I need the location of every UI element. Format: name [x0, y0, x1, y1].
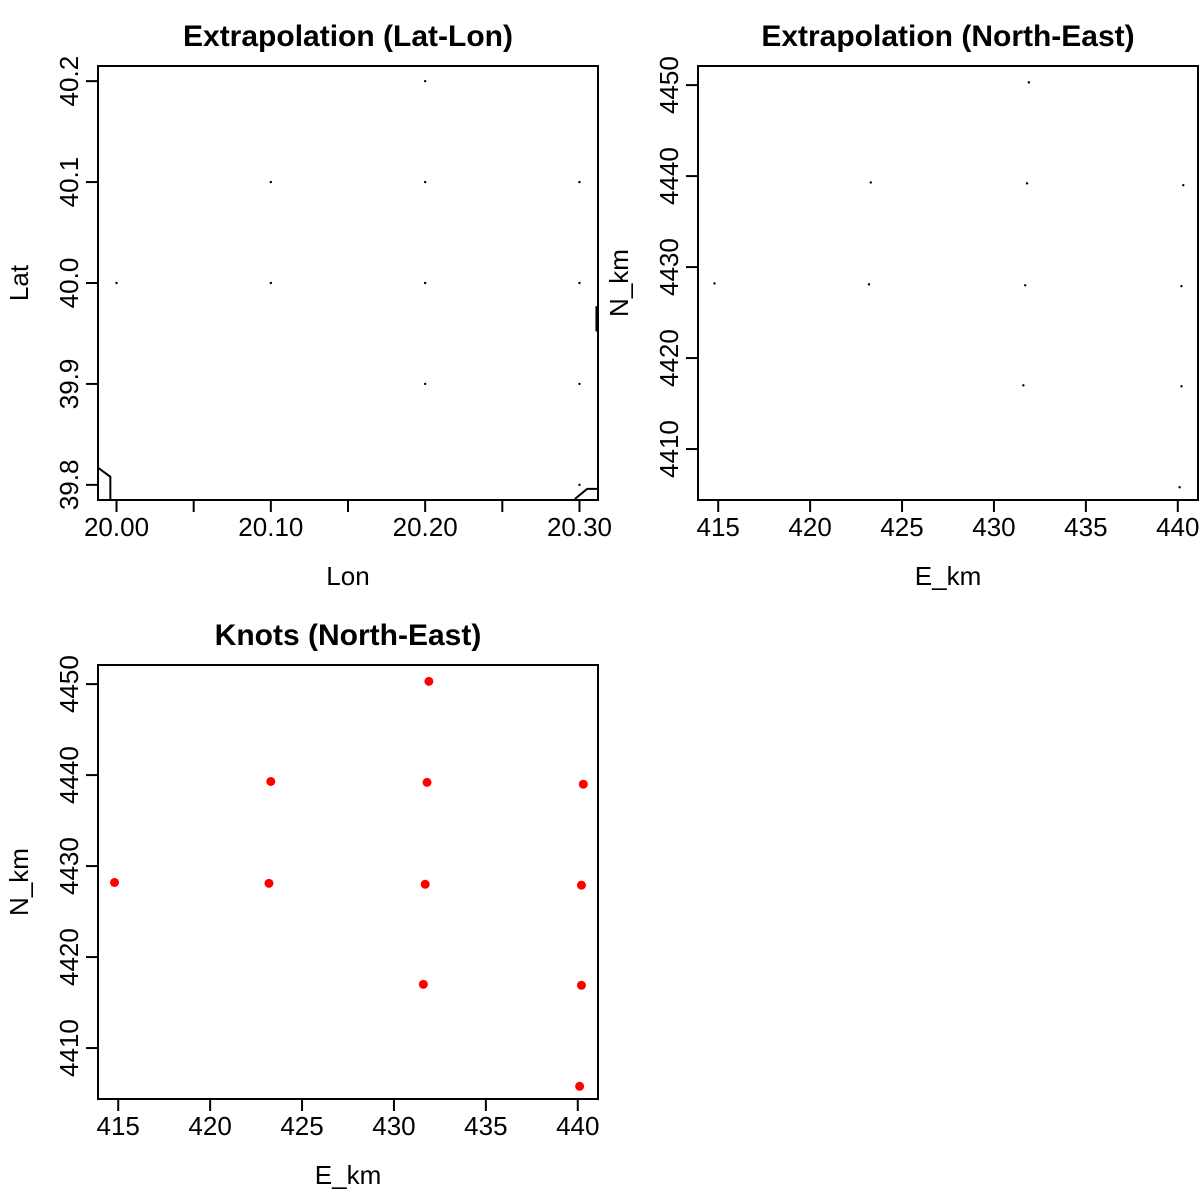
y-tick-label: 4410 [54, 1019, 84, 1077]
x-tick-label: 420 [788, 512, 831, 542]
data-point [578, 483, 581, 487]
plot-frame [97, 65, 599, 501]
data-point [423, 180, 427, 184]
x-tick-label: 20.10 [238, 512, 303, 542]
data-point [1022, 384, 1025, 387]
data-point [578, 779, 588, 789]
data-point [264, 878, 274, 888]
data-point [422, 777, 432, 787]
y-tick-label: 4450 [54, 655, 84, 713]
data-point [1024, 284, 1027, 287]
x-tick-label: 440 [556, 1111, 599, 1141]
x-tick-label: 420 [188, 1111, 231, 1141]
data-point [867, 283, 871, 286]
x-axis-label: Lon [326, 561, 369, 591]
data-point [578, 180, 581, 184]
data-point [576, 880, 586, 890]
data-point [578, 382, 581, 386]
y-tick-label: 4440 [654, 147, 684, 205]
boundary-line [574, 487, 598, 500]
chart-panel-3: Knots (North-East) 415 420 425 430 435 440 4410… [4, 619, 599, 1190]
y-tick-label: 39.9 [54, 359, 84, 410]
data-point [269, 281, 273, 285]
y-tick-label: 4430 [654, 238, 684, 296]
y-tick-label: 39.8 [54, 460, 84, 511]
data-point [713, 282, 716, 285]
data-point [578, 281, 581, 285]
data-point [576, 980, 586, 990]
chart-title: Extrapolation (North-East) [761, 20, 1134, 53]
data-point [1178, 486, 1181, 489]
data-point [269, 180, 273, 184]
x-tick-label: 20.20 [393, 512, 458, 542]
data-point [1027, 81, 1031, 84]
data-point [423, 382, 427, 386]
data-point [1025, 182, 1029, 185]
x-tick-label: 435 [464, 1111, 507, 1141]
boundary-line [97, 466, 112, 499]
x-tick-label: 430 [972, 512, 1015, 542]
x-axis-label: E_km [915, 561, 981, 591]
data-point [424, 676, 434, 686]
plot-frame [97, 664, 599, 1100]
y-tick-label: 40.0 [54, 258, 84, 309]
data-point [423, 79, 427, 83]
y-tick-label: 4440 [54, 746, 84, 804]
data-point [115, 281, 118, 285]
chart-title: Knots (North-East) [215, 619, 482, 652]
y-axis-label: Lat [4, 264, 34, 301]
y-tick-label: 4430 [54, 837, 84, 895]
y-tick-label: 4450 [654, 56, 684, 114]
x-tick-label: 20.30 [547, 512, 612, 542]
y-tick-label: 4420 [54, 928, 84, 986]
data-point [110, 877, 120, 887]
chart-title: Extrapolation (Lat-Lon) [183, 20, 513, 53]
chart-panel-1: Extrapolation (Lat-Lon) 20.00 20.10 20.20 20… [4, 20, 612, 591]
y-tick-label: 4420 [654, 329, 684, 387]
y-axis-label: N_km [604, 249, 634, 317]
x-tick-label: 415 [697, 512, 740, 542]
x-tick-label: 435 [1064, 512, 1107, 542]
y-tick-label: 40.2 [54, 56, 84, 107]
data-point [266, 776, 276, 786]
x-tick-label: 425 [880, 512, 923, 542]
x-tick-label: 430 [372, 1111, 415, 1141]
x-axis-label: E_km [315, 1160, 381, 1190]
y-tick-label: 4410 [654, 420, 684, 478]
data-point [575, 1081, 585, 1091]
data-point [418, 979, 428, 989]
data-point [1182, 183, 1185, 187]
chart-panel-2: Extrapolation (North-East) 415 420 425 430 43… [604, 20, 1199, 591]
x-tick-label: 415 [97, 1111, 140, 1141]
y-axis-label: N_km [4, 848, 34, 916]
x-tick-label: 440 [1156, 512, 1199, 542]
y-tick-label: 40.1 [54, 157, 84, 208]
data-point [420, 879, 430, 889]
data-point [423, 281, 427, 285]
plot-frame [697, 65, 1199, 501]
x-tick-label: 425 [280, 1111, 323, 1141]
data-point [1180, 284, 1183, 288]
x-tick-label: 20.00 [84, 512, 149, 542]
data-point [1180, 385, 1183, 388]
data-point [869, 181, 872, 184]
